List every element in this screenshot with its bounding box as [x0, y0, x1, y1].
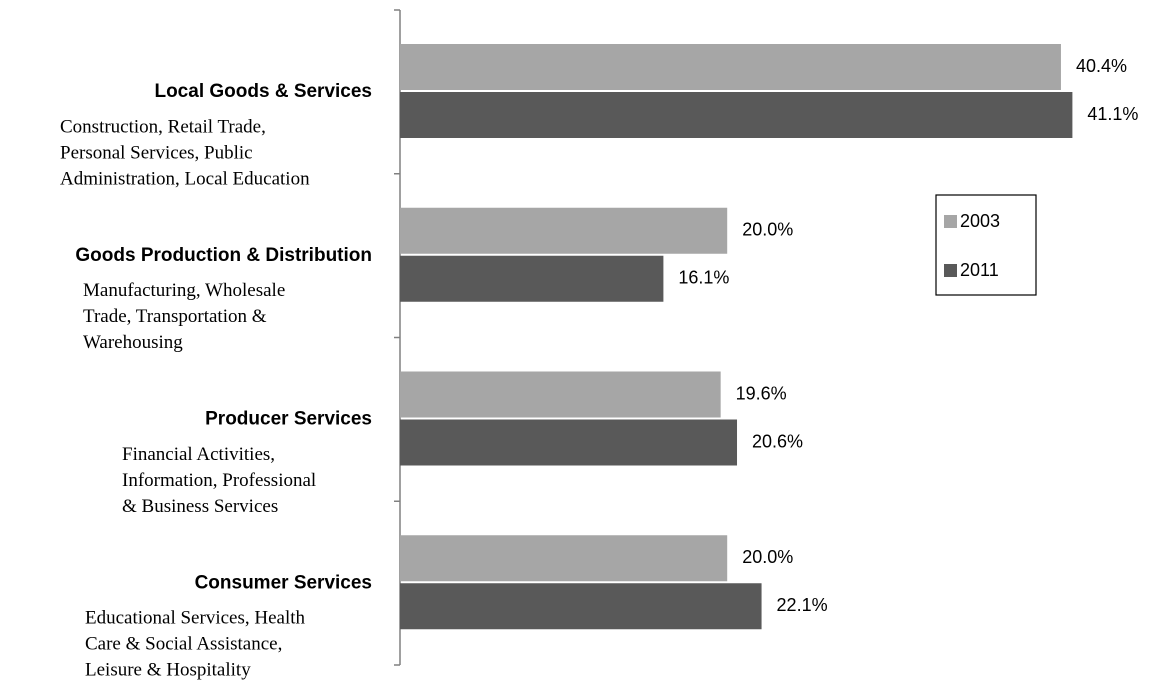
category-description: Financial Activities, [122, 444, 275, 465]
category-description: Warehousing [83, 332, 183, 353]
legend-swatch [944, 264, 957, 277]
legend-swatch [944, 215, 957, 228]
value-label: 20.0% [742, 220, 793, 240]
value-label: 20.6% [752, 431, 803, 451]
value-label: 20.0% [742, 547, 793, 567]
bar [400, 371, 721, 418]
category-description: & Business Services [122, 496, 278, 517]
category-description: Manufacturing, Wholesale [83, 280, 285, 301]
category-description: Construction, Retail Trade, [60, 116, 266, 137]
bar [400, 255, 664, 302]
category-description: Information, Professional [122, 470, 316, 491]
value-label: 40.4% [1076, 56, 1127, 76]
bar [400, 583, 762, 630]
value-label: 22.1% [777, 595, 828, 615]
category-label: Consumer Services [195, 572, 372, 593]
category-label: Goods Production & Distribution [75, 245, 372, 266]
bar [400, 419, 738, 466]
category-label: Local Goods & Services [154, 81, 372, 102]
category-label: Producer Services [205, 409, 372, 430]
category-description: Leisure & Hospitality [85, 660, 251, 681]
value-label: 16.1% [678, 268, 729, 288]
category-description: Care & Social Assistance, [85, 634, 282, 655]
bar [400, 92, 1073, 138]
category-description: Educational Services, Health [85, 608, 306, 629]
legend-label: 2011 [960, 260, 999, 280]
bar [400, 44, 1061, 90]
value-label: 19.6% [736, 383, 787, 403]
category-description: Trade, Transportation & [83, 306, 267, 327]
bar [400, 207, 728, 254]
bar [400, 535, 728, 582]
legend-label: 2003 [960, 211, 1000, 231]
value-label: 41.1% [1087, 104, 1138, 124]
category-description: Administration, Local Education [60, 168, 310, 189]
legend-box [935, 194, 1037, 296]
category-description: Personal Services, Public [60, 142, 253, 163]
